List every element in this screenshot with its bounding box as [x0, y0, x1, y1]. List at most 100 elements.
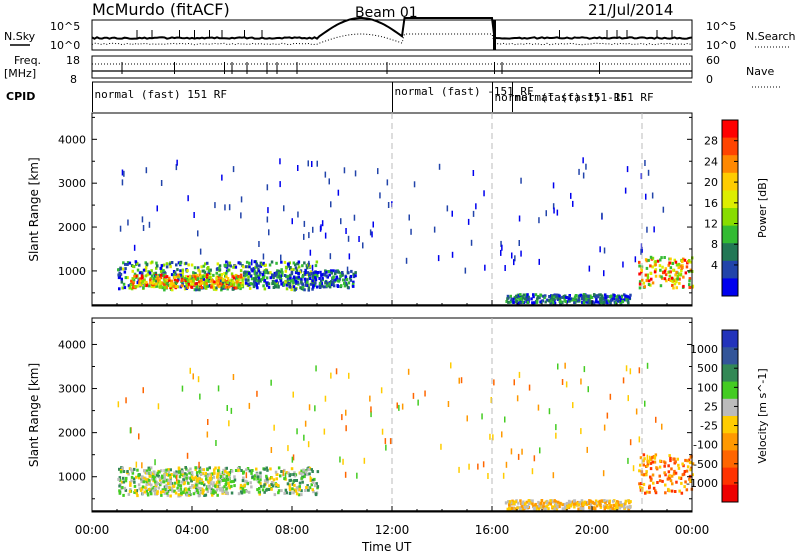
- data-cell: [258, 492, 261, 496]
- data-cell: [124, 267, 127, 271]
- data-cell: [642, 453, 646, 457]
- data-cell: [153, 480, 157, 484]
- data-cell: [682, 275, 685, 279]
- data-cell: [604, 293, 607, 297]
- data-cell: [543, 507, 547, 511]
- data-cell: [157, 279, 160, 283]
- data-cell: [283, 260, 287, 264]
- data-cell: [130, 469, 134, 473]
- data-cell: [646, 462, 650, 466]
- data-cell: [185, 283, 188, 287]
- data-cell: [526, 301, 529, 304]
- data-cell: [279, 279, 282, 283]
- data-cell: [166, 283, 170, 287]
- data-cell: [624, 298, 628, 302]
- data-cell: [127, 284, 131, 288]
- data-cell: [258, 241, 260, 247]
- data-cell: [682, 284, 685, 288]
- data-cell: [547, 501, 551, 505]
- data-cell: [166, 473, 170, 477]
- data-cell: [177, 480, 181, 484]
- data-cell: [256, 488, 259, 492]
- data-cell: [646, 226, 648, 233]
- data-cell: [247, 490, 251, 494]
- data-cell: [582, 298, 586, 302]
- data-cell: [197, 268, 200, 272]
- data-cell: [276, 275, 279, 279]
- data-cell: [118, 275, 121, 279]
- data-cell: [597, 502, 600, 506]
- data-cell: [527, 499, 530, 503]
- data-cell: [226, 261, 229, 268]
- data-cell: [546, 503, 550, 507]
- data-cell: [181, 470, 184, 474]
- data-cell: [163, 282, 166, 286]
- data-cell: [493, 379, 495, 386]
- data-cell: [196, 266, 200, 270]
- data-cell: [567, 297, 571, 301]
- data-cell: [307, 160, 309, 167]
- data-cell: [539, 505, 542, 509]
- data-cell: [338, 277, 341, 281]
- data-cell: [228, 420, 230, 427]
- data-cell: [292, 391, 294, 398]
- data-cell: [682, 464, 685, 468]
- data-cell: [594, 499, 598, 503]
- data-cell: [358, 236, 360, 242]
- data-cell: [518, 240, 520, 246]
- data-cell: [239, 283, 242, 286]
- data-cell: [526, 293, 529, 297]
- data-cell: [580, 378, 582, 385]
- data-cell: [668, 454, 671, 458]
- data-cell: [598, 501, 602, 505]
- data-cell: [214, 466, 217, 470]
- data-cell: [664, 483, 667, 487]
- data-cell: [149, 261, 153, 265]
- data-cell: [599, 296, 602, 300]
- data-cell: [177, 493, 181, 497]
- data-cell: [559, 501, 562, 505]
- data-cell: [158, 476, 162, 480]
- data-cell: [199, 393, 201, 400]
- data-cell: [500, 240, 502, 247]
- data-cell: [585, 300, 588, 304]
- data-cell: [531, 301, 534, 305]
- data-cell: [187, 195, 189, 202]
- noise-tick-left-bottom: 10^0: [50, 39, 80, 52]
- data-cell: [249, 282, 252, 286]
- data-cell: [275, 261, 278, 265]
- data-cell: [295, 492, 299, 496]
- data-cell: [267, 207, 269, 214]
- data-cell: [520, 295, 523, 299]
- data-cell: [182, 491, 185, 495]
- data-cell: [141, 462, 143, 469]
- data-cell: [232, 280, 235, 284]
- data-cell: [593, 506, 596, 510]
- data-cell: [281, 281, 285, 285]
- data-cell: [506, 297, 509, 301]
- data-cell: [132, 265, 135, 268]
- data-cell: [661, 423, 663, 430]
- data-cell: [194, 466, 197, 470]
- data-cell: [672, 472, 676, 476]
- data-cell: [305, 266, 309, 270]
- data-cell: [168, 276, 171, 280]
- data-cell: [193, 288, 197, 292]
- data-cell: [647, 169, 650, 176]
- data-cell: [649, 467, 653, 471]
- data-cell: [659, 258, 662, 262]
- data-cell: [321, 284, 324, 288]
- data-cell: [236, 466, 240, 470]
- data-cell: [206, 468, 209, 472]
- data-cell: [245, 273, 248, 276]
- y-tick-label: 2000: [58, 221, 86, 234]
- data-cell: [248, 265, 251, 269]
- data-cell: [307, 441, 310, 448]
- data-cell: [176, 279, 179, 283]
- data-cell: [563, 298, 566, 302]
- data-cell: [643, 285, 646, 289]
- data-cell: [210, 490, 213, 494]
- data-cell: [261, 273, 265, 276]
- data-cell: [150, 269, 153, 273]
- data-cell: [512, 501, 516, 505]
